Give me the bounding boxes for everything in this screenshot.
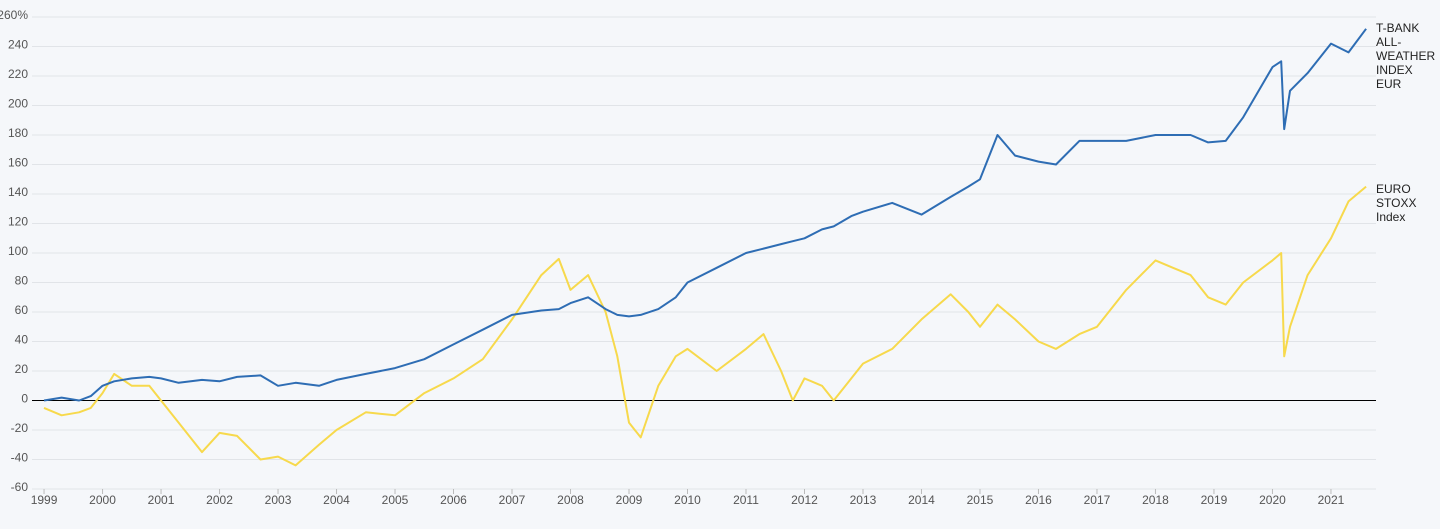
x-tick-label: 1999 [31,493,58,507]
x-tick-label: 2013 [850,493,877,507]
y-tick-label: -20 [11,421,29,435]
y-tick-label: 0 [21,392,28,406]
y-tick-label: 60 [15,303,29,317]
y-tick-label: 260% [0,8,28,22]
x-tick-label: 2016 [1025,493,1052,507]
x-tick-label: 2021 [1318,493,1345,507]
series-line [43,28,1367,402]
x-tick-label: 2012 [791,493,818,507]
y-tick-label: 140 [8,185,28,199]
x-tick-label: 2008 [557,493,584,507]
y-tick-label: -40 [11,451,29,465]
x-tick-label: 2019 [1201,493,1228,507]
y-tick-label: 80 [15,274,29,288]
y-tick-label: 240 [8,38,28,52]
x-tick-label: 2014 [908,493,935,507]
y-tick-label: 200 [8,97,28,111]
x-tick-label: 2010 [674,493,701,507]
y-tick-label: 100 [8,244,28,258]
x-tick-label: 2009 [616,493,643,507]
x-tick-label: 2005 [382,493,409,507]
x-tick-label: 2017 [1084,493,1111,507]
x-tick-label: 2001 [148,493,175,507]
x-tick-label: 2003 [265,493,292,507]
x-tick-label: 2007 [499,493,526,507]
x-tick-label: 2018 [1142,493,1169,507]
x-tick-label: 2011 [733,493,759,507]
series-line [43,185,1367,467]
y-tick-label: 40 [15,333,29,347]
x-tick-label: 2020 [1259,493,1286,507]
series-label: EURO STOXX Index [1376,182,1417,224]
y-tick-label: 120 [8,215,28,229]
y-tick-label: 180 [8,126,28,140]
y-tick-label: 220 [8,67,28,81]
x-tick-label: 2002 [206,493,233,507]
x-tick-label: 2004 [323,493,350,507]
x-tick-label: 2015 [967,493,994,507]
y-tick-label: 20 [15,362,29,376]
y-tick-label: 160 [8,156,28,170]
y-tick-label: -60 [11,480,29,494]
x-tick-label: 2006 [440,493,467,507]
series-label: T-BANK ALL-WEATHER INDEX EUR [1376,21,1436,91]
x-tick-label: 2000 [89,493,116,507]
